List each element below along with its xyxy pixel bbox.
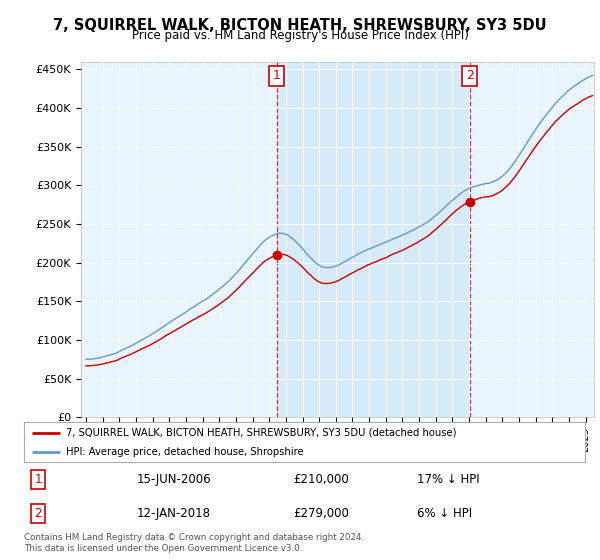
Text: £210,000: £210,000 <box>293 473 349 486</box>
Text: Contains HM Land Registry data © Crown copyright and database right 2024.
This d: Contains HM Land Registry data © Crown c… <box>24 533 364 553</box>
Text: 2: 2 <box>34 507 42 520</box>
Text: 1: 1 <box>273 69 281 82</box>
Text: 7, SQUIRREL WALK, BICTON HEATH, SHREWSBURY, SY3 5DU: 7, SQUIRREL WALK, BICTON HEATH, SHREWSBU… <box>53 18 547 33</box>
Text: 15-JUN-2006: 15-JUN-2006 <box>136 473 211 486</box>
Text: 12-JAN-2018: 12-JAN-2018 <box>136 507 210 520</box>
Text: Price paid vs. HM Land Registry's House Price Index (HPI): Price paid vs. HM Land Registry's House … <box>131 29 469 42</box>
Text: HPI: Average price, detached house, Shropshire: HPI: Average price, detached house, Shro… <box>66 447 304 457</box>
Text: 6% ↓ HPI: 6% ↓ HPI <box>416 507 472 520</box>
Text: 7, SQUIRREL WALK, BICTON HEATH, SHREWSBURY, SY3 5DU (detached house): 7, SQUIRREL WALK, BICTON HEATH, SHREWSBU… <box>66 428 457 437</box>
Text: 2: 2 <box>466 69 473 82</box>
Bar <box>277 62 470 417</box>
Text: 1: 1 <box>34 473 42 486</box>
Text: £279,000: £279,000 <box>293 507 349 520</box>
Text: 17% ↓ HPI: 17% ↓ HPI <box>416 473 479 486</box>
